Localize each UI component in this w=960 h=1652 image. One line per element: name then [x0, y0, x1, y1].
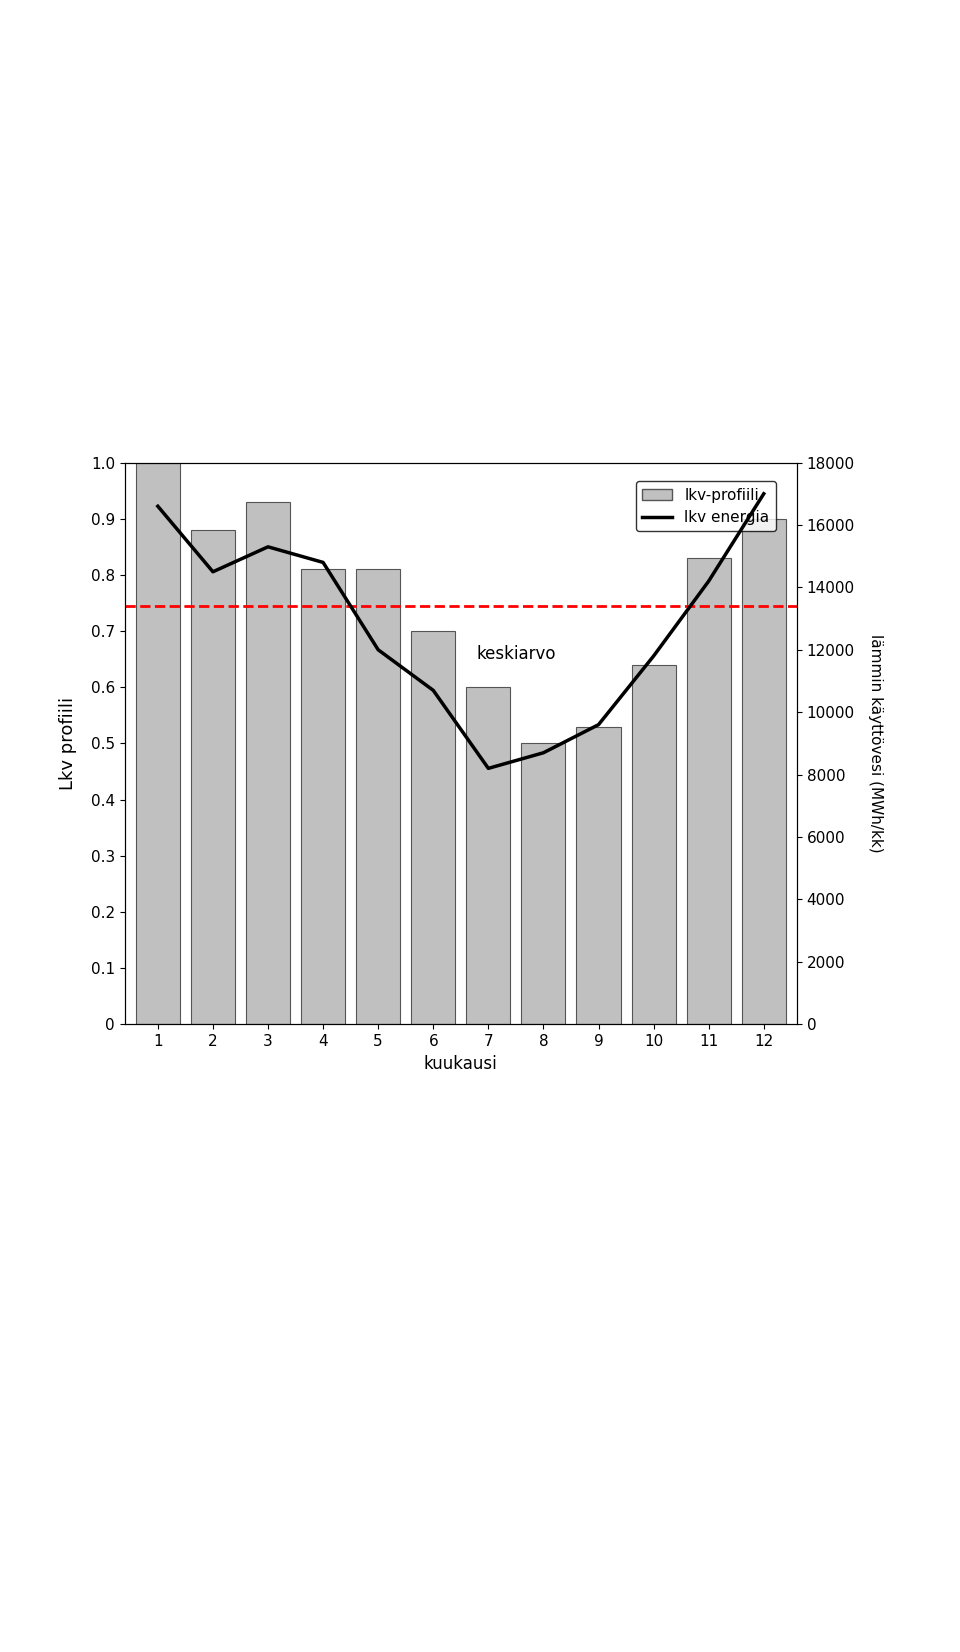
Bar — [135, 463, 180, 1024]
Bar — [246, 502, 290, 1024]
Bar — [467, 687, 511, 1024]
Bar — [742, 519, 786, 1024]
Bar — [191, 530, 235, 1024]
Bar — [686, 558, 731, 1024]
Bar — [356, 570, 400, 1024]
Bar — [632, 664, 676, 1024]
Bar — [301, 570, 346, 1024]
Legend: lkv-profiili, lkv energia: lkv-profiili, lkv energia — [636, 481, 776, 532]
Bar — [576, 727, 620, 1024]
X-axis label: kuukausi: kuukausi — [424, 1054, 497, 1072]
Y-axis label: lämmin käyttövesi (MWh/kk): lämmin käyttövesi (MWh/kk) — [868, 634, 882, 852]
Text: keskiarvo: keskiarvo — [476, 644, 556, 662]
Bar — [521, 743, 565, 1024]
Y-axis label: Lkv profiili: Lkv profiili — [59, 697, 77, 790]
Bar — [411, 631, 455, 1024]
